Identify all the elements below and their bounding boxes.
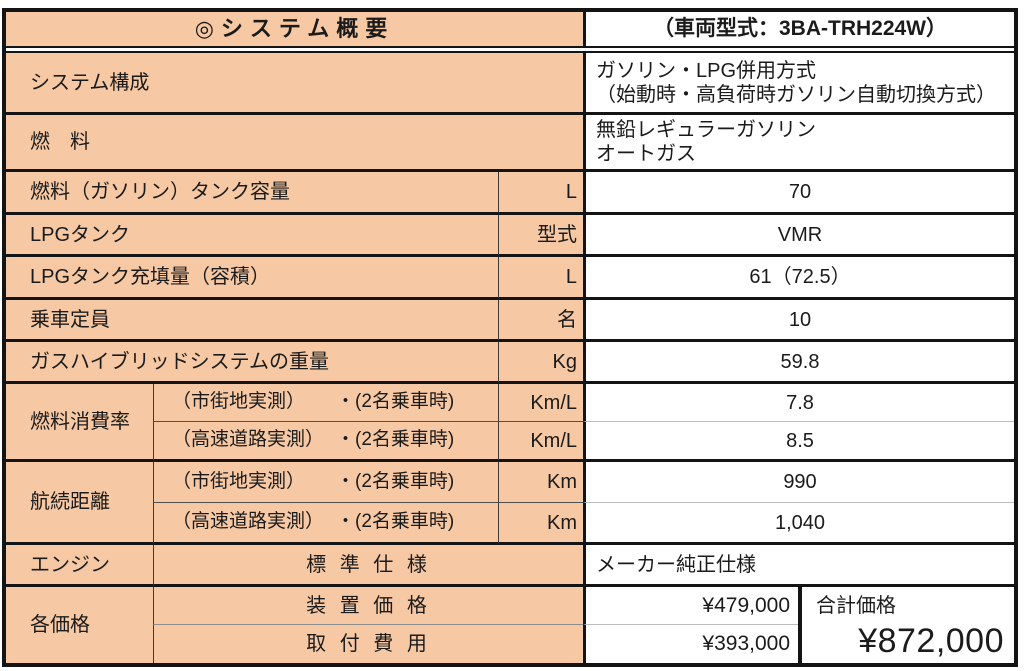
engine-spec: 標 準 仕 様 [153, 545, 583, 587]
system-overview-table: ◎システム概要 （車両型式：3BA-TRH224W） システム構成 ガソリン・L… [2, 8, 1018, 667]
consumption-group-label: 燃料消費率 [6, 384, 153, 462]
weight-label: ガスハイブリッドシステムの重量 [6, 342, 498, 384]
total-price-label: 合計価格 [816, 595, 896, 617]
lpg-tank-value: VMR [583, 215, 1014, 257]
fuel-value-line2: オートガス [596, 143, 696, 165]
lpg-tank-unit: 型式 [498, 215, 583, 257]
weight-unit: Kg [498, 342, 583, 384]
consumption-highway-condition: （高速道路実測） [172, 429, 325, 451]
range-row-highway-label: （高速道路実測） ・(2名乗車時) [153, 503, 498, 545]
system-config-label: システム構成 [6, 53, 583, 115]
range-city-condition: （市街地実測） [172, 470, 306, 492]
range-highway-unit: Km [498, 503, 583, 545]
total-price-value: ¥872,000 [858, 622, 1004, 660]
consumption-city-unit: Km/L [498, 384, 583, 422]
vehicle-model: （車両型式：3BA-TRH224W） [583, 12, 1014, 46]
range-city-note: ・(2名乗車時) [336, 470, 455, 492]
system-config-value: ガソリン・LPG併用方式 （始動時・高負荷時ガソリン自動切換方式） [583, 53, 1014, 115]
consumption-city-note: ・(2名乗車時) [336, 391, 455, 413]
range-highway-condition: （高速道路実測） [172, 511, 325, 533]
fuel-value: 無鉛レギュラーガソリン オートガス [583, 115, 1014, 172]
passengers-value: 10 [583, 300, 1014, 342]
engine-label: エンジン [6, 545, 153, 587]
consumption-highway-value: 8.5 [583, 422, 1014, 462]
consumption-city-condition: （市街地実測） [172, 391, 306, 413]
device-price-label: 装 置 価 格 [153, 587, 583, 625]
tank-capacity-value: 70 [583, 172, 1014, 215]
install-fee-label: 取 付 費 用 [153, 625, 583, 663]
fuel-label: 燃 料 [6, 115, 583, 172]
lpg-fill-unit: L [498, 257, 583, 300]
consumption-row-city-label: （市街地実測） ・(2名乗車時) [153, 384, 498, 422]
passengers-unit: 名 [498, 300, 583, 342]
tank-capacity-unit: L [498, 172, 583, 215]
system-config-value-line1: ガソリン・LPG併用方式 [596, 59, 817, 82]
engine-value: メーカー純正仕様 [583, 545, 1014, 587]
device-price-value: ¥479,000 [583, 587, 798, 625]
lpg-tank-label: LPGタンク [6, 215, 498, 257]
system-config-value-line2: （始動時・高負荷時ガソリン自動切換方式） [596, 83, 996, 106]
range-highway-value: 1,040 [583, 503, 1014, 545]
table-title: ◎システム概要 [194, 15, 395, 41]
header-divider [6, 46, 1014, 53]
weight-value: 59.8 [583, 342, 1014, 384]
prices-group-label: 各価格 [30, 614, 90, 636]
consumption-highway-note: ・(2名乗車時) [336, 429, 455, 451]
install-fee-value: ¥393,000 [583, 625, 798, 663]
tank-capacity-label: 燃料（ガソリン）タンク容量 [6, 172, 498, 215]
range-highway-note: ・(2名乗車時) [336, 511, 455, 533]
consumption-highway-unit: Km/L [498, 422, 583, 462]
range-city-unit: Km [498, 462, 583, 503]
fuel-value-line1: 無鉛レギュラーガソリン [596, 119, 816, 141]
consumption-city-value: 7.8 [583, 384, 1014, 422]
lpg-fill-label: LPGタンク充填量（容積） [6, 257, 498, 300]
consumption-row-highway-label: （高速道路実測） ・(2名乗車時) [153, 422, 498, 462]
range-row-city-label: （市街地実測） ・(2名乗車時) [153, 462, 498, 503]
lpg-fill-value: 61（72.5） [583, 257, 1014, 300]
passengers-label: 乗車定員 [6, 300, 498, 342]
total-price-box: 合計価格 ¥872,000 [798, 587, 1014, 663]
range-group-label: 航続距離 [6, 462, 153, 545]
range-city-value: 990 [583, 462, 1014, 503]
